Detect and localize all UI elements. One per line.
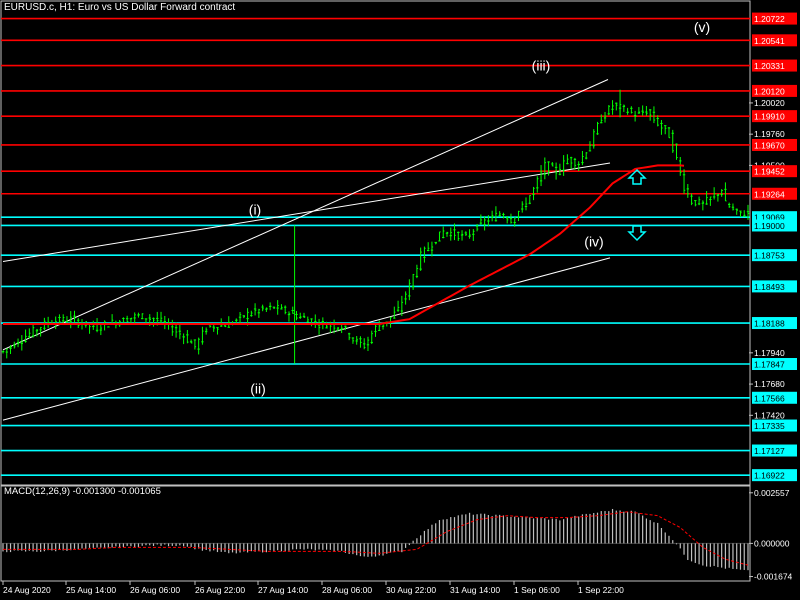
resistance-price-label: 1.20331 — [754, 61, 785, 71]
resistance-price-tag — [752, 59, 797, 72]
chart-title: EURUSD.c, H1: Euro vs US Dollar Forward … — [4, 2, 236, 13]
price-tick-label: 1.19760 — [754, 129, 785, 139]
support-price-label: 1.19069 — [754, 213, 785, 223]
up-arrow-icon — [627, 168, 647, 185]
support-price-label: 1.19000 — [754, 221, 785, 231]
wave-label: (iii) — [532, 58, 551, 74]
support-price-tag — [752, 391, 797, 404]
support-price-label: 1.18753 — [754, 251, 785, 261]
time-tick-label: 31 Aug 14:00 — [450, 585, 500, 595]
support-price-label: 1.18188 — [754, 319, 785, 329]
time-tick-label: 28 Aug 06:00 — [322, 585, 372, 595]
macd-plot-frame — [0, 485, 751, 582]
support-price-tag — [752, 249, 797, 262]
time-tick-label: 26 Aug 22:00 — [195, 585, 245, 595]
time-tick-label: 1 Sep 22:00 — [578, 585, 624, 595]
time-tick-label: 24 Aug 2020 — [3, 585, 51, 595]
resistance-price-label: 1.19264 — [754, 189, 785, 199]
time-tick-label: 30 Aug 22:00 — [386, 585, 436, 595]
resistance-price-label: 1.20722 — [754, 14, 785, 24]
macd-tick-label: 0.002557 — [754, 488, 790, 498]
resistance-price-label: 1.19670 — [754, 140, 785, 150]
support-price-tag — [752, 317, 797, 330]
support-price-tag — [752, 280, 797, 293]
time-tick-label: 25 Aug 14:00 — [66, 585, 116, 595]
support-price-label: 1.18493 — [754, 282, 785, 292]
support-price-tag — [752, 358, 797, 371]
resistance-price-tag — [752, 165, 797, 178]
wave-label: (i) — [249, 201, 261, 217]
resistance-price-tag — [752, 12, 797, 25]
wave-label: (v) — [694, 19, 710, 35]
resistance-price-label: 1.20120 — [754, 86, 785, 96]
macd-tick-label: 0.000000 — [754, 538, 790, 548]
channel-upper-line — [2, 79, 609, 351]
price-tick-label: 1.17940 — [754, 348, 785, 358]
main-plot-frame — [0, 0, 751, 486]
support-price-tag — [752, 219, 797, 232]
support-price-tag — [752, 444, 797, 457]
resistance-price-tag — [752, 110, 797, 123]
time-tick-label: 26 Aug 06:00 — [130, 585, 180, 595]
time-tick-label: 27 Aug 14:00 — [258, 585, 308, 595]
price-tick-label: 1.17420 — [754, 410, 785, 420]
moving-average-line — [3, 164, 685, 325]
resistance-price-label: 1.19910 — [754, 112, 785, 122]
resistance-price-tag — [752, 84, 797, 97]
support-price-label: 1.17847 — [754, 360, 785, 370]
macd-label: MACD(12,26,9) -0.001300 -0.001065 — [4, 486, 161, 497]
wave-label: (ii) — [250, 380, 266, 396]
channel-lower-line — [2, 257, 611, 421]
wave-label: (iv) — [584, 234, 603, 250]
resistance-price-tag — [752, 34, 797, 47]
resistance-price-label: 1.20541 — [754, 36, 785, 46]
time-tick-label: 1 Sep 06:00 — [514, 585, 560, 595]
support-price-label: 1.16922 — [754, 471, 785, 481]
macd-signal-line — [3, 511, 749, 566]
down-arrow-icon — [627, 225, 647, 242]
macd-tick-label: -0.001674 — [754, 572, 793, 582]
price-tick-label: 1.20020 — [754, 98, 785, 108]
price-tick-label: 1.17680 — [754, 379, 785, 389]
support-price-label: 1.17335 — [754, 421, 785, 431]
support-price-tag — [752, 419, 797, 432]
resistance-price-label: 1.19452 — [754, 167, 785, 177]
channel-middle-line — [2, 162, 611, 263]
support-price-label: 1.17127 — [754, 446, 785, 456]
support-price-label: 1.17566 — [754, 393, 785, 403]
resistance-price-tag — [752, 187, 797, 200]
support-price-tag — [752, 469, 797, 482]
resistance-price-tag — [752, 138, 797, 151]
